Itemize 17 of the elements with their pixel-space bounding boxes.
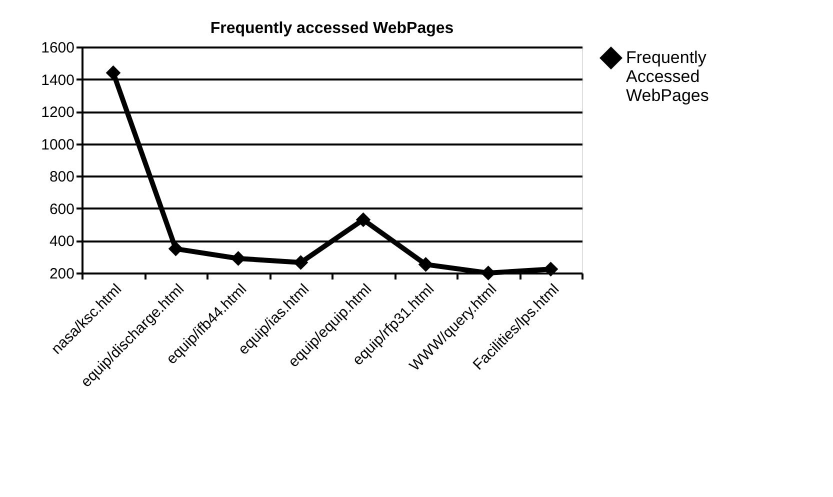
y-tick-label: 1000 — [41, 136, 74, 154]
legend-label: Frequently Accessed WebPages — [626, 48, 709, 105]
point — [418, 257, 434, 272]
point — [356, 212, 371, 228]
point — [480, 266, 496, 280]
point — [230, 251, 246, 266]
y-tick-label: 1600 — [41, 40, 74, 56]
point — [106, 65, 121, 80]
y-tick-label: 800 — [49, 168, 74, 186]
point — [168, 241, 184, 256]
y-tick-label: 200 — [49, 266, 74, 282]
point — [293, 255, 308, 270]
y-tick-label: 400 — [49, 233, 74, 250]
y-tick-label: 1400 — [41, 72, 74, 89]
y-tick-label: 600 — [49, 200, 74, 218]
chart-title: Frequently accessed WebPages — [210, 20, 454, 37]
y-tick-label: 1200 — [41, 104, 74, 122]
